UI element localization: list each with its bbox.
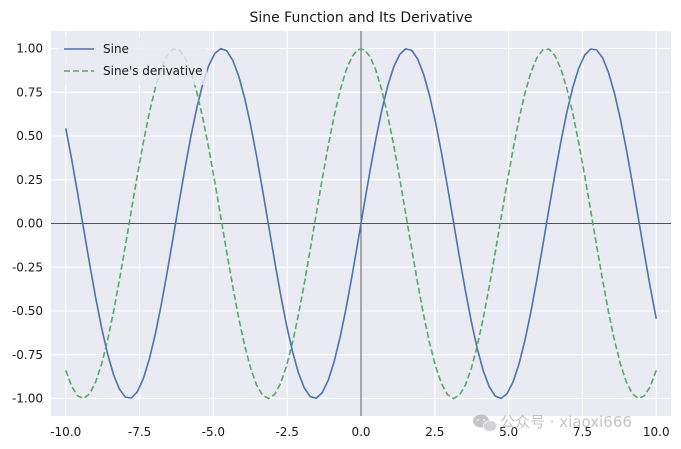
y-tick-label: -0.25 <box>12 260 43 274</box>
x-tick-label: -7.5 <box>128 425 151 439</box>
y-tick-label: -0.50 <box>12 304 43 318</box>
legend: Sine Sine's derivative <box>57 37 207 85</box>
chart-title: Sine Function and Its Derivative <box>249 10 472 26</box>
y-tick-label: 1.00 <box>16 42 43 56</box>
x-tick-label: 0.0 <box>351 425 370 439</box>
y-tick-label: 0.00 <box>16 217 43 231</box>
legend-label-sine-derivative: Sine's derivative <box>103 64 203 78</box>
series-line-sine <box>64 47 658 400</box>
watermark: 公众号 · xiaoxi666 <box>473 413 632 432</box>
x-tick-label: 2.5 <box>425 425 444 439</box>
x-tick-labels: -10.0 -7.5 -5.0 -2.5 0.0 2.5 5.0 7.5 10.0 <box>50 425 669 439</box>
y-tick-label: -1.00 <box>12 392 43 406</box>
y-tick-label: -0.75 <box>12 348 43 362</box>
wechat-icon <box>473 414 497 432</box>
y-tick-label: 0.25 <box>16 173 43 187</box>
x-tick-label: 10.0 <box>643 425 670 439</box>
x-tick-label: 5.0 <box>499 425 518 439</box>
watermark-text: 公众号 · xiaoxi666 <box>500 413 632 431</box>
legend-box <box>57 37 207 85</box>
x-tick-label: -2.5 <box>275 425 298 439</box>
y-tick-label: 0.50 <box>16 129 43 143</box>
x-tick-label: -5.0 <box>202 425 225 439</box>
y-tick-label: 0.75 <box>16 85 43 99</box>
x-tick-label: -10.0 <box>50 425 81 439</box>
legend-label-sine: Sine <box>103 42 129 56</box>
x-tick-label: 7.5 <box>573 425 592 439</box>
y-tick-labels: 1.00 0.75 0.50 0.25 0.00 -0.25 -0.50 -0.75 -1.00 <box>12 42 43 406</box>
